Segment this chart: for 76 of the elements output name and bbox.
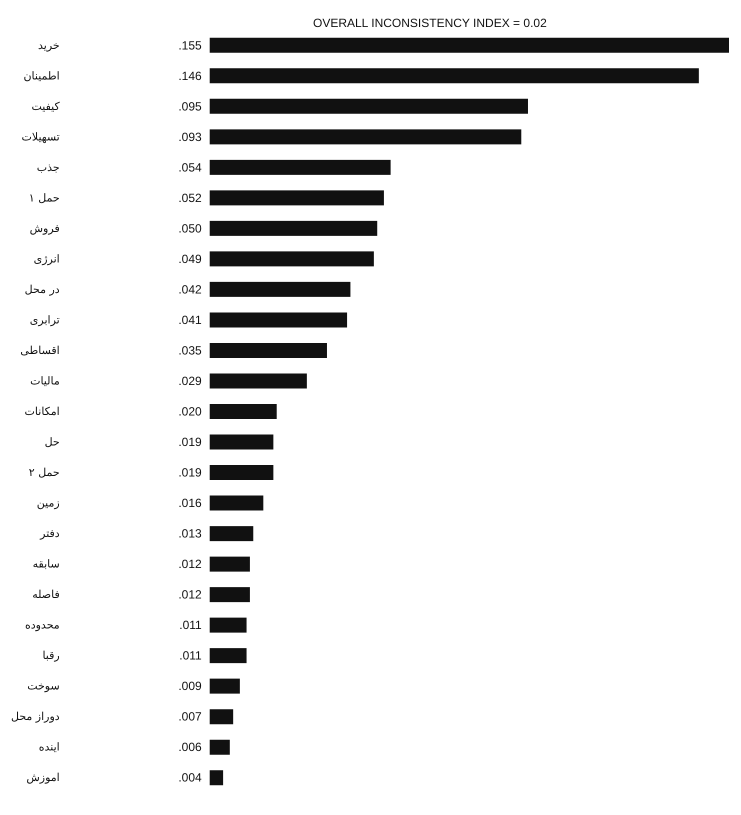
bar xyxy=(210,587,250,602)
bar xyxy=(210,373,307,388)
bar xyxy=(210,190,384,206)
y-tick-label: سوخت xyxy=(27,680,60,693)
y-tick-label: فاصله xyxy=(32,588,60,602)
y-tick-label: مالیات xyxy=(30,374,60,388)
data-label: .016 xyxy=(178,496,202,510)
bar xyxy=(210,98,528,114)
bar xyxy=(210,68,699,84)
bar xyxy=(210,220,378,236)
y-tick-label: اموزش xyxy=(26,771,60,784)
y-tick-label: دوراز محل xyxy=(10,710,60,724)
y-tick-label: تسهیلات xyxy=(22,130,60,144)
y-tick-label: حل xyxy=(44,436,60,449)
data-label: .009 xyxy=(178,679,202,694)
data-label: .155 xyxy=(178,38,202,52)
bar xyxy=(210,251,374,266)
bar xyxy=(210,618,247,633)
data-label: .019 xyxy=(178,466,202,480)
y-tick-label: محدوده xyxy=(24,618,60,632)
y-tick-label: حمل ۱ xyxy=(28,191,60,204)
bar xyxy=(210,648,247,664)
data-label: .054 xyxy=(178,160,202,174)
y-tick-label: حمل ۲ xyxy=(28,466,60,480)
data-label: .146 xyxy=(178,68,202,83)
bar xyxy=(210,465,274,480)
data-label: .050 xyxy=(178,221,202,236)
bar xyxy=(210,709,234,724)
data-label: .093 xyxy=(178,130,202,144)
y-tick-label: دفتر xyxy=(39,527,60,540)
bar xyxy=(210,160,391,175)
y-tick-label: فروش xyxy=(30,222,60,235)
data-label: .011 xyxy=(179,648,202,663)
bar xyxy=(210,342,327,358)
data-label: .004 xyxy=(178,770,202,785)
y-tick-label: جذب xyxy=(36,160,60,174)
bar xyxy=(210,740,230,755)
y-tick-label: ترابری xyxy=(30,313,60,326)
data-label: .049 xyxy=(178,252,202,266)
data-label: .013 xyxy=(178,526,202,541)
y-tick-label: خرید xyxy=(38,38,60,52)
y-tick-label: اطمینان xyxy=(23,69,60,82)
chart-title: OVERALL INCONSISTENCY INDEX = 0.02 xyxy=(313,16,548,30)
data-label: .012 xyxy=(178,557,202,572)
data-label: .052 xyxy=(178,190,202,205)
bar xyxy=(210,770,224,786)
y-tick-label: سابقه xyxy=(32,558,60,571)
data-label: .029 xyxy=(178,374,202,388)
data-label: .007 xyxy=(178,710,202,724)
y-tick-label: رقبا xyxy=(42,649,60,662)
bar xyxy=(210,496,264,511)
y-tick-label: زمین xyxy=(36,496,60,510)
data-label: .011 xyxy=(179,618,202,632)
bar xyxy=(210,678,240,694)
data-label: .035 xyxy=(178,343,202,358)
y-tick-label: کیفیت xyxy=(31,100,60,113)
y-tick-label: در محل xyxy=(24,282,60,296)
data-label: .012 xyxy=(178,588,202,602)
bar xyxy=(210,282,350,297)
bar xyxy=(210,404,277,419)
data-label: .042 xyxy=(178,282,202,296)
y-tick-label: امکانات xyxy=(24,405,60,418)
y-tick-label: اینده xyxy=(38,740,60,754)
data-label: .020 xyxy=(178,404,202,418)
bar xyxy=(210,556,250,572)
bar xyxy=(210,526,254,542)
data-label: .006 xyxy=(178,740,202,754)
y-tick-label: انرژی xyxy=(34,252,60,266)
data-label: .019 xyxy=(178,435,202,450)
y-tick-label: اقساطی xyxy=(20,344,60,357)
bar xyxy=(210,38,729,53)
bar xyxy=(210,129,522,144)
bar xyxy=(210,312,348,328)
data-label: .041 xyxy=(178,312,202,327)
bar xyxy=(210,434,274,450)
data-label: .095 xyxy=(178,99,202,114)
